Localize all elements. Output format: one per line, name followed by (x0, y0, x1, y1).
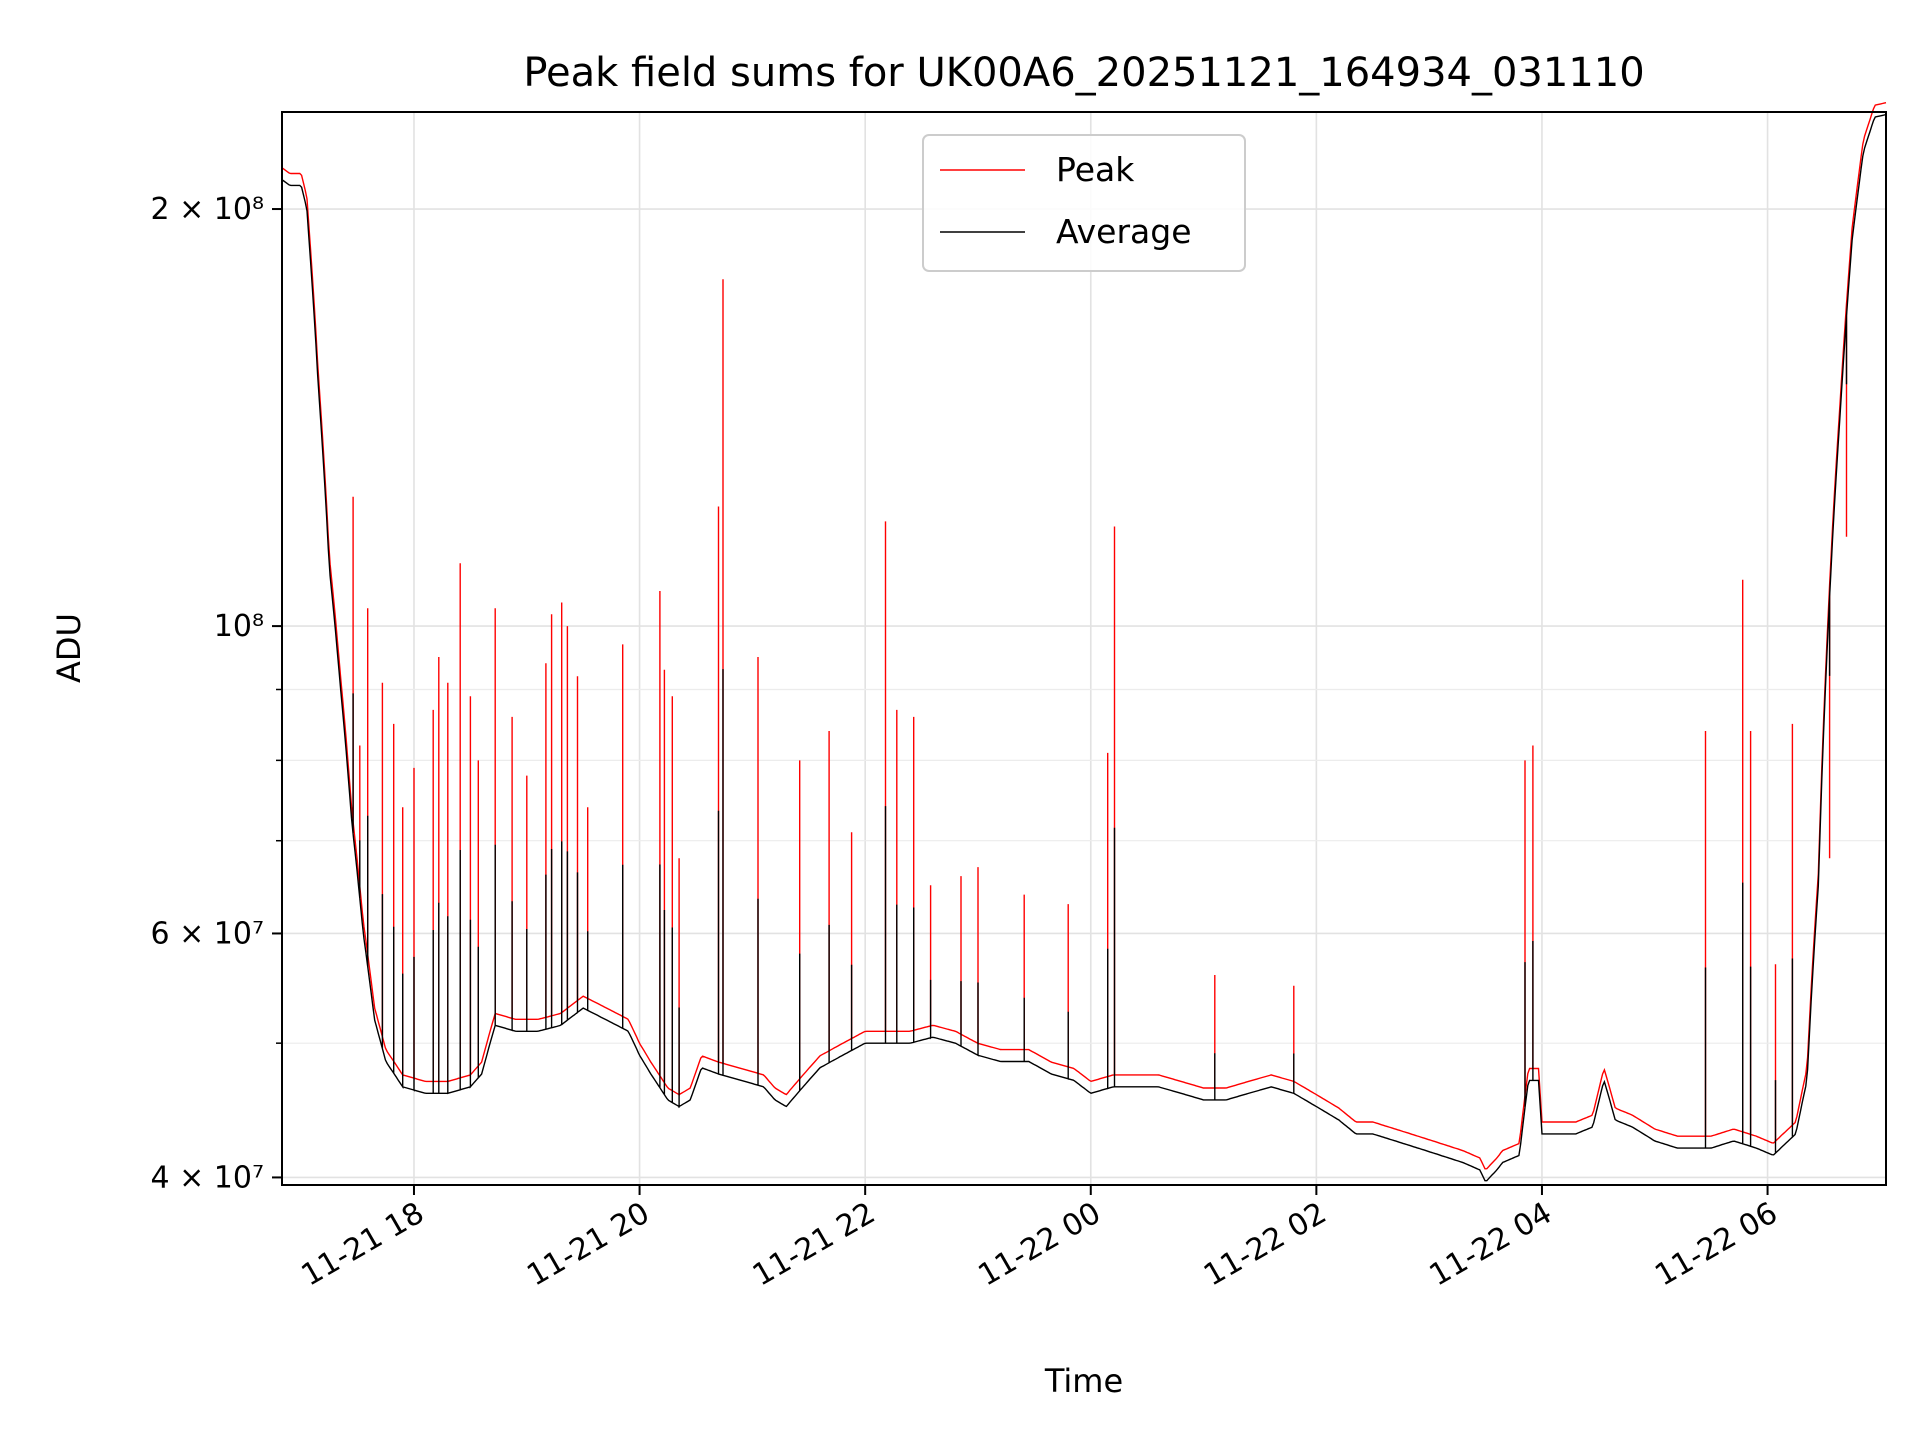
plot-frame (281, 111, 1887, 1186)
series-peak-line (281, 102, 1887, 1170)
x-axis-label: Time (1044, 1362, 1123, 1400)
legend: Peak Average (922, 134, 1246, 272)
legend-peak-label: Peak (1056, 150, 1135, 189)
y-tick-label: 2 × 10⁸ (151, 192, 265, 227)
series-average-line (281, 113, 1887, 1182)
y-axis-label: ADU (50, 613, 88, 683)
y-tick-label: 10⁸ (214, 609, 264, 644)
chart-title: Peak field sums for UK00A6_20251121_1649… (523, 50, 1644, 96)
y-tick-label: 4 × 10⁷ (151, 1160, 265, 1195)
y-tick-label: 6 × 10⁷ (151, 916, 265, 951)
legend-average-label: Average (1056, 212, 1192, 251)
legend-box (922, 134, 1246, 272)
series-layer (281, 102, 1887, 1182)
